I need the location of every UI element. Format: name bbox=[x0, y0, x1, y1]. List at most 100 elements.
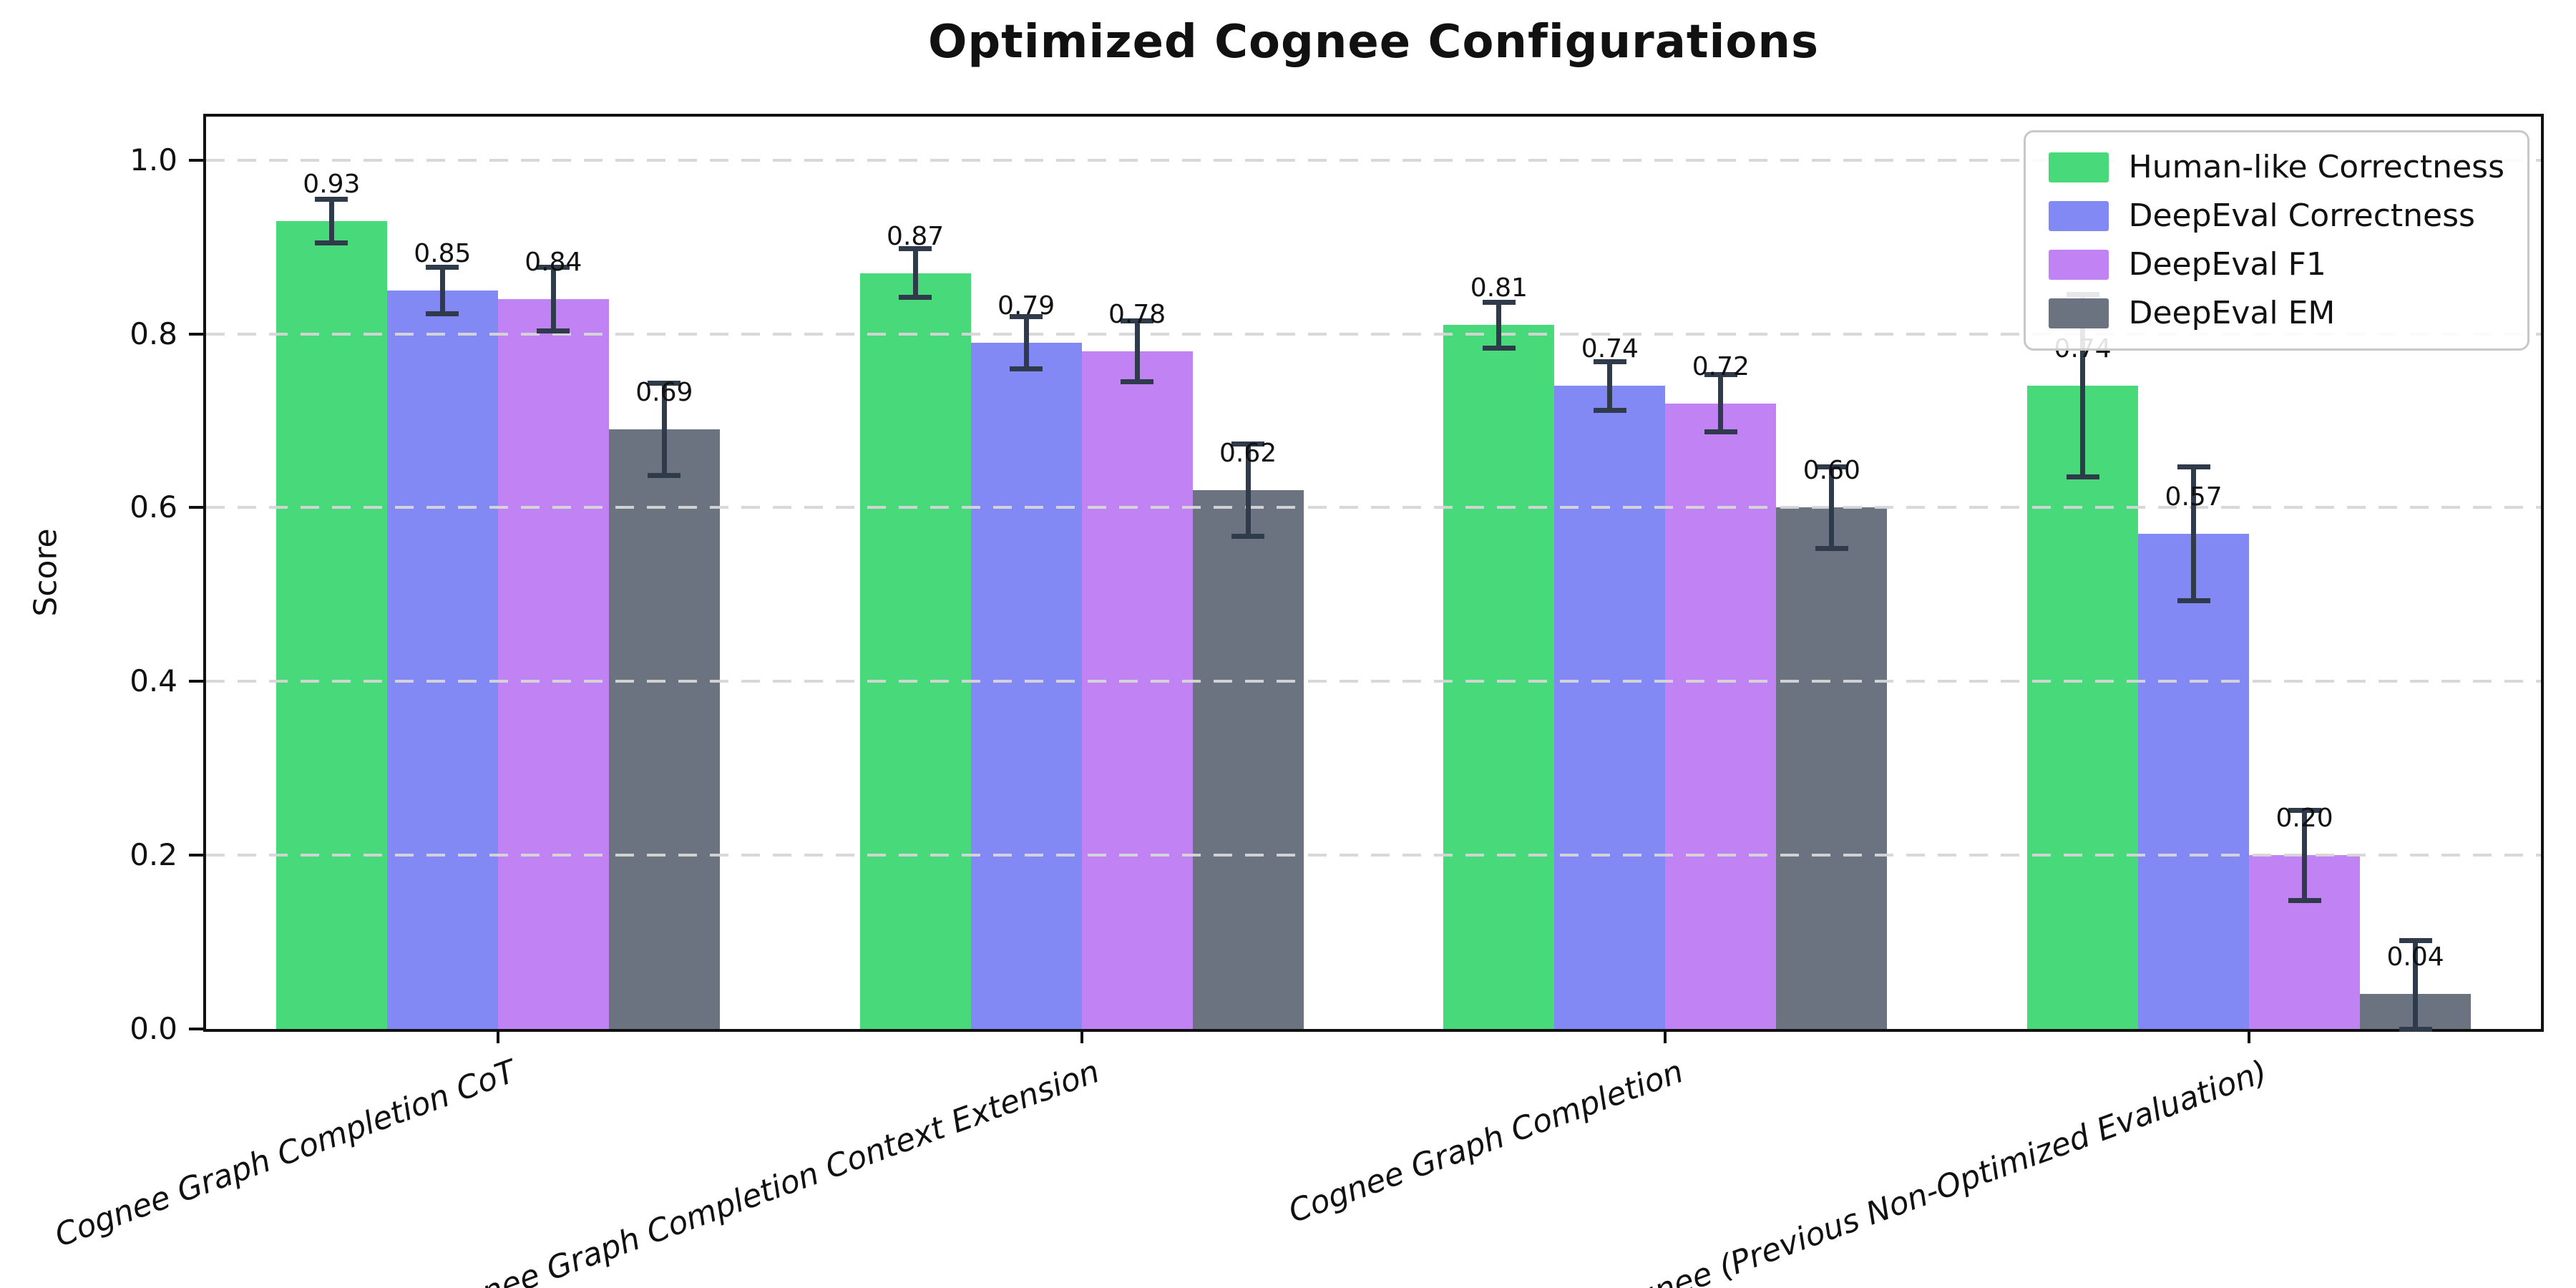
error-bar-cap-top bbox=[1010, 313, 1043, 319]
y-tick-label-0.2: 0.2 bbox=[130, 837, 177, 873]
gridline-0.8 bbox=[206, 332, 2541, 336]
x-tick-label-3: Cognee (Previous Non-Optimized Evaluatio… bbox=[1591, 1053, 2272, 1288]
bar-value-label: 0.57 bbox=[2165, 482, 2223, 512]
error-bar-cap-top bbox=[1231, 441, 1265, 447]
error-bar-cap-bottom bbox=[537, 328, 570, 334]
error-bar-line bbox=[1607, 361, 1613, 411]
bar-value-label: 0.20 bbox=[2275, 804, 2333, 834]
error-bar-cap-top bbox=[1482, 300, 1516, 306]
bar-value-label: 0.78 bbox=[1108, 299, 1166, 329]
y-tick-mark-1.0 bbox=[189, 158, 203, 162]
bar-value-label: 0.69 bbox=[635, 378, 693, 408]
error-bar-cap-bottom bbox=[2288, 897, 2321, 903]
error-bar-line bbox=[2191, 467, 2197, 601]
y-tick-mark-0.8 bbox=[189, 332, 203, 336]
y-tick-mark-0.4 bbox=[189, 680, 203, 683]
bar-human-like-correctness bbox=[1443, 325, 1555, 1029]
error-bar-cap-bottom bbox=[2066, 474, 2099, 480]
x-tick-mark-2 bbox=[1664, 1029, 1667, 1043]
error-bar-line bbox=[1134, 321, 1140, 382]
gridline-0.4 bbox=[206, 680, 2541, 683]
error-bar-cap-top bbox=[1815, 464, 1848, 469]
bar-deepeval-em bbox=[1776, 507, 1888, 1029]
x-tick-mark-0 bbox=[496, 1029, 499, 1043]
error-bar-line bbox=[1829, 467, 1835, 549]
bar-human-like-correctness bbox=[859, 273, 971, 1029]
legend-label: DeepEval EM bbox=[2128, 295, 2336, 331]
y-axis-label: Score bbox=[27, 528, 64, 617]
bar-human-like-correctness bbox=[275, 220, 387, 1029]
bar-deepeval-correctness bbox=[1554, 386, 1666, 1029]
error-bar-line bbox=[2302, 810, 2308, 901]
bar-value-label: 0.04 bbox=[2386, 942, 2444, 972]
error-bar-line bbox=[2413, 940, 2419, 1029]
x-tick-label-0: Cognee Graph Completion CoT bbox=[49, 1053, 521, 1254]
error-bar-cap-top bbox=[648, 381, 681, 386]
error-bar-line bbox=[328, 199, 334, 243]
error-bar-line bbox=[661, 383, 667, 476]
error-bar-cap-top bbox=[315, 196, 348, 202]
bar-deepeval-em bbox=[608, 429, 720, 1029]
bar-value-label: 0.93 bbox=[303, 169, 361, 199]
error-bar-cap-top bbox=[899, 246, 932, 252]
bar-human-like-correctness bbox=[2027, 386, 2139, 1029]
legend-swatch-human-like-correctness bbox=[2048, 152, 2109, 182]
bar-value-label: 0.81 bbox=[1470, 273, 1528, 303]
error-bar-line bbox=[550, 267, 556, 331]
x-tick-mark-3 bbox=[2248, 1029, 2251, 1043]
error-bar-line bbox=[1496, 302, 1502, 348]
error-bar-cap-top bbox=[2177, 464, 2210, 469]
bar-deepeval-f1 bbox=[1081, 351, 1193, 1029]
bar-value-label: 0.85 bbox=[414, 238, 472, 268]
legend-swatch-deepeval-correctness bbox=[2048, 201, 2109, 231]
legend-swatch-deepeval-em bbox=[2048, 298, 2109, 328]
bar-value-label: 0.60 bbox=[1802, 456, 1860, 486]
bar-value-label: 0.74 bbox=[1581, 334, 1639, 364]
y-tick-mark-0.2 bbox=[189, 854, 203, 857]
y-tick-label-0.0: 0.0 bbox=[130, 1011, 177, 1046]
bar-value-label: 0.87 bbox=[887, 221, 945, 251]
legend-item-deepeval-em: DeepEval EM bbox=[2048, 295, 2504, 331]
error-bar-cap-bottom bbox=[1231, 534, 1265, 539]
y-tick-label-0.4: 0.4 bbox=[130, 663, 177, 699]
legend-item-deepeval-f1: DeepEval F1 bbox=[2048, 246, 2504, 283]
error-bar-line bbox=[2080, 294, 2086, 477]
error-bar-cap-bottom bbox=[1010, 366, 1043, 371]
y-tick-mark-0.0 bbox=[189, 1028, 203, 1030]
error-bar-cap-bottom bbox=[1704, 429, 1737, 435]
error-bar-cap-bottom bbox=[2399, 1026, 2432, 1032]
bar-deepeval-correctness bbox=[970, 342, 1082, 1029]
error-bar-line bbox=[1245, 444, 1251, 537]
legend-item-deepeval-correctness: DeepEval Correctness bbox=[2048, 198, 2504, 234]
y-tick-label-0.8: 0.8 bbox=[130, 316, 177, 351]
error-bar-line bbox=[912, 248, 918, 298]
chart-title: Optimized Cognee Configurations bbox=[927, 16, 1820, 69]
x-tick-mark-1 bbox=[1080, 1029, 1083, 1043]
legend-item-human-like-correctness: Human-like Correctness bbox=[2048, 149, 2504, 185]
gridline-1.0 bbox=[206, 158, 2541, 162]
error-bar-cap-top bbox=[426, 264, 459, 270]
legend-label: Human-like Correctness bbox=[2128, 149, 2504, 185]
x-tick-label-2: Cognee Graph Completion bbox=[1283, 1053, 1688, 1231]
bar-deepeval-f1 bbox=[1665, 403, 1777, 1029]
error-bar-cap-top bbox=[2288, 807, 2321, 813]
gridline-0.2 bbox=[206, 854, 2541, 857]
error-bar-cap-top bbox=[1121, 318, 1154, 323]
bar-value-label: 0.62 bbox=[1219, 439, 1277, 469]
bar-deepeval-em bbox=[1192, 490, 1304, 1029]
bar-value-label: 0.72 bbox=[1692, 351, 1750, 381]
bar-value-label: 0.79 bbox=[997, 291, 1055, 321]
bar-deepeval-correctness bbox=[386, 290, 498, 1029]
error-bar-cap-top bbox=[2399, 937, 2432, 943]
y-tick-mark-0.6 bbox=[189, 506, 203, 509]
bar-deepeval-correctness bbox=[2138, 533, 2250, 1029]
error-bar-cap-top bbox=[537, 264, 570, 270]
error-bar-cap-bottom bbox=[1815, 546, 1848, 551]
y-tick-label-1.0: 1.0 bbox=[130, 142, 177, 177]
error-bar-cap-bottom bbox=[1482, 345, 1516, 351]
error-bar-line bbox=[1718, 374, 1724, 432]
error-bar-line bbox=[439, 267, 445, 314]
error-bar-cap-bottom bbox=[1121, 379, 1154, 384]
legend-label: DeepEval F1 bbox=[2128, 246, 2326, 283]
